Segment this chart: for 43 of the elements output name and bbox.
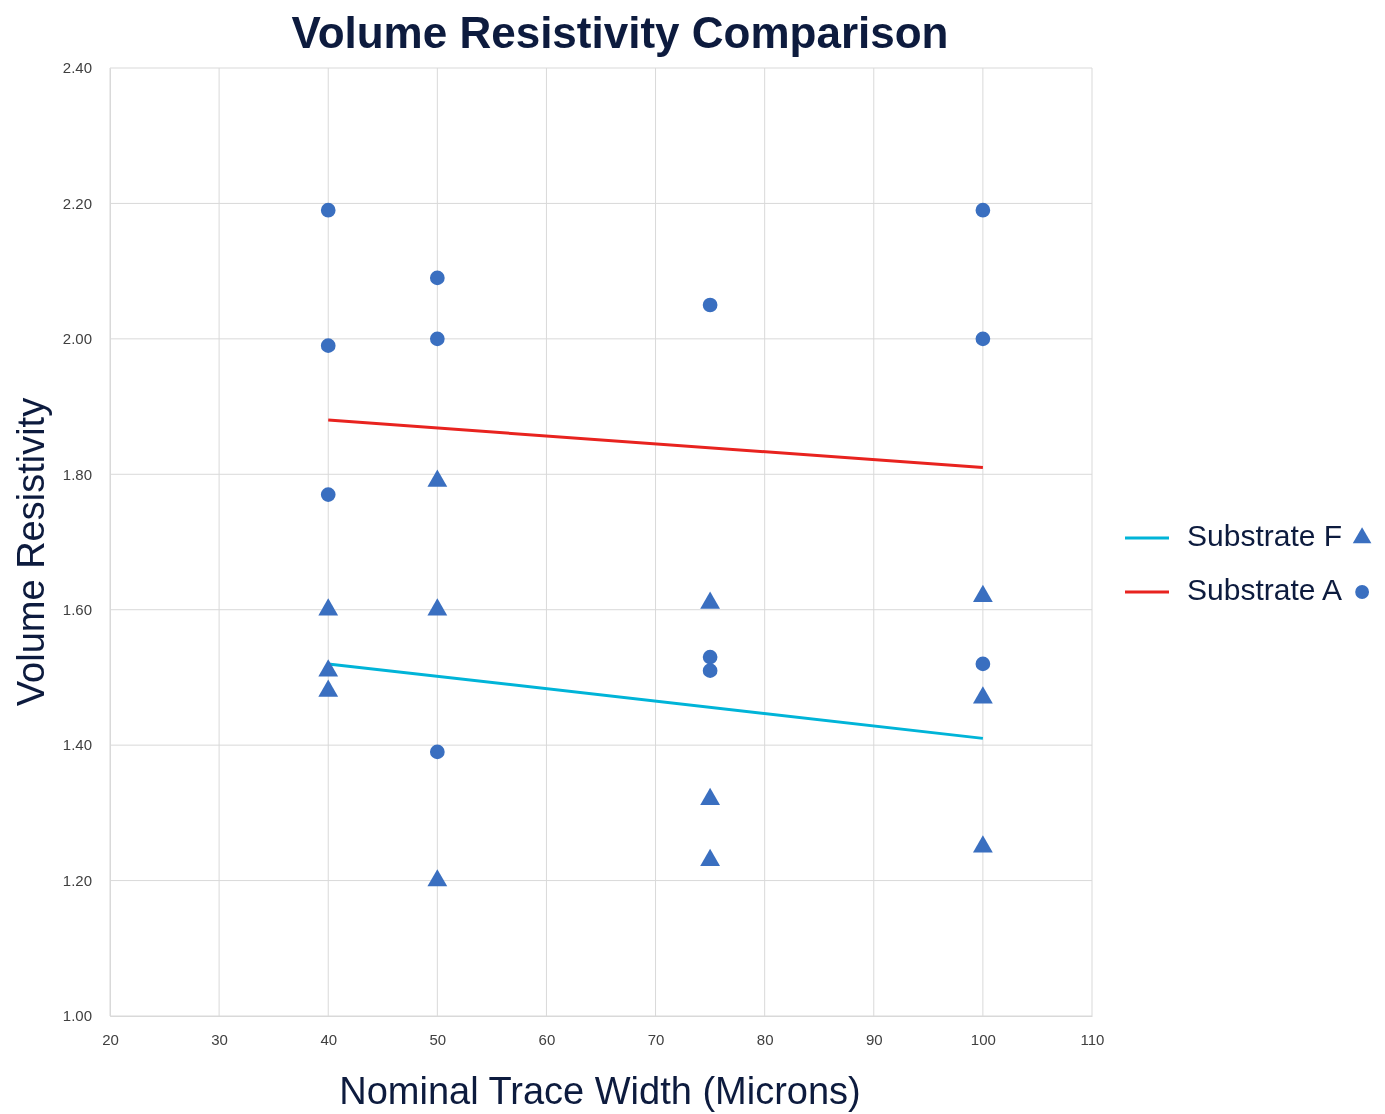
point <box>318 598 339 616</box>
x-tick-label: 20 <box>102 1030 119 1048</box>
point <box>700 591 721 609</box>
chart-title: Volume Resistivity Comparison <box>291 8 949 57</box>
x-tick-label: 70 <box>647 1030 665 1048</box>
point <box>318 679 339 697</box>
y-tick-label: 1.40 <box>62 736 92 754</box>
point <box>320 487 336 502</box>
point <box>429 331 445 347</box>
x-axis-title: Nominal Trace Width (Microns) <box>339 1070 861 1112</box>
point <box>702 297 718 313</box>
x-tick-label: 50 <box>429 1030 447 1048</box>
x-tick-label: 80 <box>756 1030 774 1048</box>
point <box>972 584 993 602</box>
point <box>700 787 721 806</box>
point <box>972 686 993 704</box>
point <box>975 331 991 347</box>
x-tick-label: 90 <box>865 1030 883 1048</box>
x-tick-label: 60 <box>538 1030 556 1048</box>
y-tick-label: 2.40 <box>62 59 92 77</box>
point <box>427 469 448 487</box>
x-tick-label: 30 <box>211 1030 228 1048</box>
point <box>320 338 336 353</box>
y-tick-label: 1.80 <box>62 465 92 483</box>
point <box>429 270 445 286</box>
y-axis-title: Volume Resistivity <box>10 397 52 707</box>
legend-label: Substrate F <box>1187 519 1343 552</box>
y-tick-label: 1.60 <box>62 601 92 619</box>
y-tick-label: 1.00 <box>62 1007 92 1025</box>
y-tick-label: 2.20 <box>62 194 92 212</box>
x-tick-label: 110 <box>1080 1030 1105 1048</box>
legend-label: Substrate A <box>1187 573 1343 606</box>
x-tick-label: 100 <box>970 1030 996 1048</box>
point <box>320 202 336 218</box>
point <box>427 598 448 616</box>
point <box>427 869 448 887</box>
y-tick-label: 1.20 <box>62 871 92 889</box>
point <box>975 202 991 218</box>
point <box>972 835 993 853</box>
x-tick-label: 40 <box>320 1030 338 1048</box>
point <box>318 659 339 677</box>
y-tick-label: 2.00 <box>62 330 92 348</box>
point <box>700 848 721 866</box>
